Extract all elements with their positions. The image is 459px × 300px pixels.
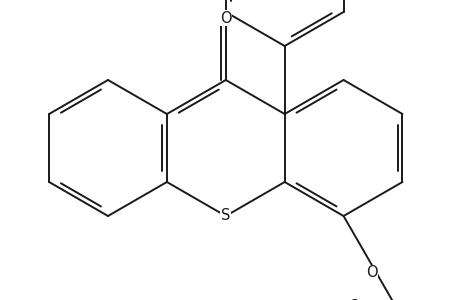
Text: O: O — [347, 299, 359, 300]
Text: O: O — [365, 266, 376, 280]
Text: O: O — [219, 11, 231, 26]
Text: S: S — [221, 208, 230, 224]
